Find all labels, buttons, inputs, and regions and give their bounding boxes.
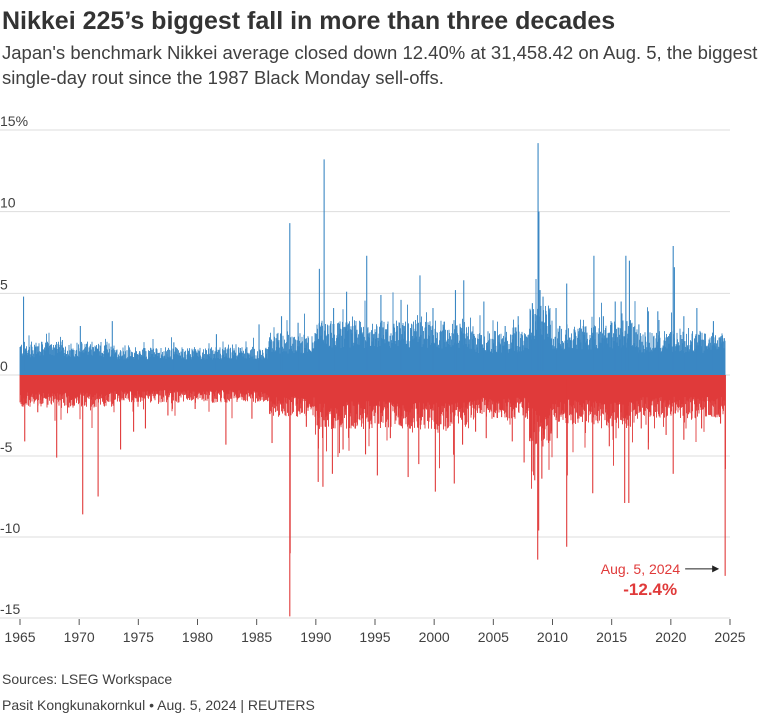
y-tick-label: -10 (0, 520, 20, 536)
x-tick-label: 1995 (359, 629, 390, 645)
source-note: Sources: LSEG Workspace (2, 671, 173, 687)
returns-chart: 15% 10 5 0 -5 -10 -15 1965 1970 1975 1980 1985 1990 1… (0, 113, 746, 645)
annotation-date: Aug. 5, 2024 (601, 561, 681, 577)
x-tick-label: 2005 (478, 629, 509, 645)
zero-baseline-lower (20, 375, 726, 379)
y-tick-label: 5 (0, 276, 8, 292)
x-tick-label: 1990 (300, 629, 331, 645)
credit-line: Pasit Kongkunakornkul • Aug. 5, 2024 | R… (2, 697, 315, 713)
x-tick-label: 2020 (655, 629, 686, 645)
bars-layer (19, 143, 726, 617)
x-tick-label: 2025 (714, 629, 745, 645)
x-tick-label: 1975 (123, 629, 154, 645)
y-tick-label: 10 (0, 195, 16, 211)
chart-title: Nikkei 225’s biggest fall in more than t… (2, 7, 616, 35)
x-tick-label: 2000 (419, 629, 450, 645)
y-tick-label: 15% (0, 113, 28, 129)
y-tick-label: -5 (0, 439, 13, 455)
x-tick-label: 1965 (4, 629, 35, 645)
labels-layer: 15% 10 5 0 -5 -10 -15 1965 1970 1975 1980 1985 1990 1… (0, 113, 746, 645)
y-tick-label: -15 (0, 601, 20, 617)
annotation-value: -12.4% (623, 580, 677, 599)
x-tick-label: 2015 (596, 629, 627, 645)
x-tick-label: 1985 (241, 629, 272, 645)
daily-losses-texture (19, 375, 726, 489)
chart-subtitle: Japan's benchmark Nikkei average closed … (2, 42, 758, 88)
x-tick-label: 1970 (64, 629, 95, 645)
x-tick-label: 2010 (537, 629, 568, 645)
annotation-layer: Aug. 5, 2024 -12.4% (601, 561, 720, 599)
y-tick-label: 0 (0, 358, 8, 374)
annotation-arrow-head (712, 565, 720, 573)
x-tick-label: 1980 (182, 629, 213, 645)
